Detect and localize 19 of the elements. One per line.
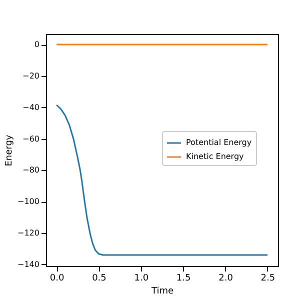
y-tick-label: −80	[22, 166, 40, 175]
y-tick-label: −100	[18, 197, 40, 206]
x-tick-label: 0.5	[92, 274, 106, 284]
y-axis-title: Energy	[4, 134, 15, 166]
x-tick-label: 2.5	[260, 274, 276, 284]
x-tick-label: 1.0	[134, 274, 149, 284]
x-axis-title: Time	[150, 286, 174, 296]
x-tick-label: 0.0	[50, 274, 64, 284]
x-tick-label: 1.5	[176, 274, 191, 284]
y-tick-label: 0	[34, 40, 40, 50]
legend-label: Potential Energy	[186, 138, 252, 147]
y-tick-label: −40	[22, 102, 40, 112]
y-tick-label: −120	[18, 228, 40, 238]
line-series	[56, 104, 268, 256]
legend-label: Kinetic Energy	[186, 152, 244, 161]
y-tick-label: −20	[22, 71, 40, 80]
x-tick-label: 2.0	[218, 274, 234, 284]
y-tick-label: −140	[18, 260, 40, 269]
y-tick-label: −60	[22, 134, 40, 144]
